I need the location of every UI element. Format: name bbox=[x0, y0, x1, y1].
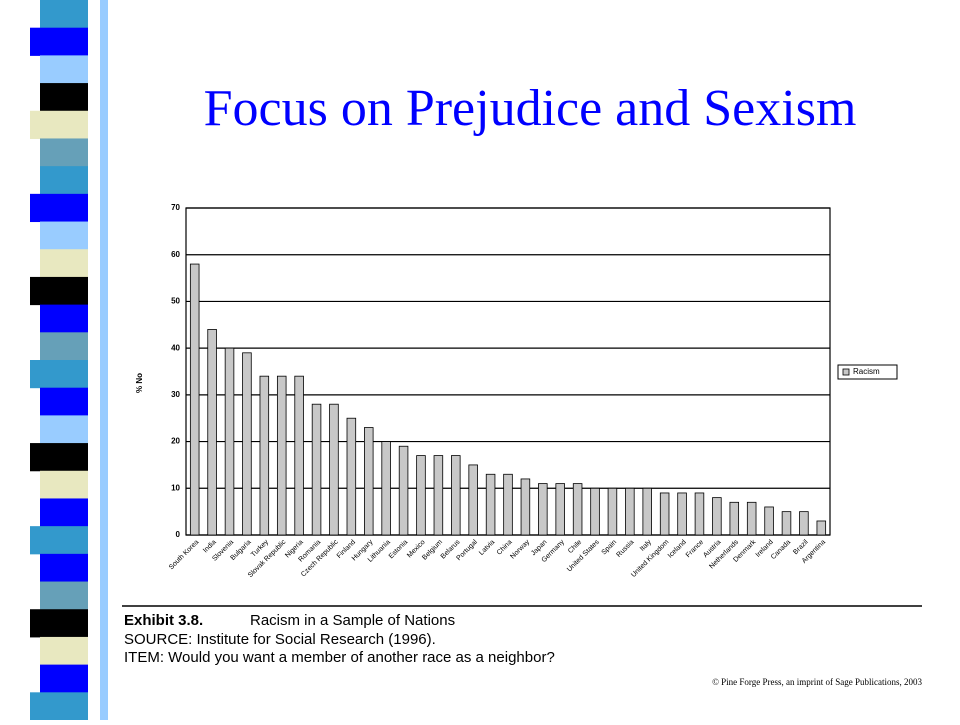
bar bbox=[677, 492, 687, 536]
bar bbox=[207, 329, 217, 536]
y-tick-label: 10 bbox=[171, 483, 180, 492]
legend-box bbox=[837, 364, 898, 380]
bar bbox=[416, 455, 426, 536]
stripe-block bbox=[40, 249, 88, 278]
bar bbox=[694, 492, 705, 536]
y-tick-label: 30 bbox=[171, 390, 180, 399]
legend-label: Racism bbox=[853, 367, 880, 376]
decoration bbox=[30, 0, 108, 721]
stripe-block bbox=[40, 83, 88, 112]
bar bbox=[764, 506, 774, 536]
stripe-block bbox=[30, 443, 88, 472]
stripe-block bbox=[40, 332, 88, 361]
bar bbox=[468, 464, 478, 536]
stripe-block bbox=[40, 470, 88, 499]
y-tick-label: 40 bbox=[171, 343, 180, 352]
x-tick-label: Russia bbox=[615, 539, 635, 559]
stripe-block bbox=[40, 221, 88, 250]
x-tick-label: South Korea bbox=[168, 539, 201, 572]
y-tick-label: 20 bbox=[171, 437, 180, 446]
bar bbox=[364, 427, 374, 536]
bar bbox=[485, 473, 496, 536]
stripe-block bbox=[30, 360, 88, 389]
bar bbox=[189, 263, 200, 536]
bar bbox=[816, 520, 827, 536]
stripe-block bbox=[40, 166, 88, 195]
bar bbox=[259, 375, 270, 536]
stripe-block bbox=[40, 664, 88, 693]
stripe-block bbox=[40, 304, 88, 333]
x-tick-label: Canada bbox=[770, 539, 792, 561]
x-tick-label: Italy bbox=[639, 538, 653, 552]
stripe-line bbox=[88, 0, 92, 720]
bar bbox=[451, 455, 461, 536]
stripe-block bbox=[40, 387, 88, 416]
stripe-block bbox=[40, 138, 88, 167]
x-tick-label: Latvia bbox=[478, 539, 496, 557]
y-tick-label: 60 bbox=[171, 250, 180, 259]
x-tick-label: Estonia bbox=[388, 539, 410, 561]
bar bbox=[398, 445, 409, 536]
bar bbox=[781, 511, 792, 536]
bar bbox=[224, 347, 235, 536]
caption-label: Exhibit 3.8. bbox=[124, 612, 203, 629]
stripe-block bbox=[30, 692, 88, 721]
bar bbox=[242, 352, 252, 536]
bar bbox=[590, 487, 600, 536]
bar bbox=[729, 501, 740, 536]
stripe-block bbox=[30, 27, 88, 56]
stripe-block bbox=[40, 553, 88, 583]
y-tick-label: 70 bbox=[171, 203, 180, 212]
bar bbox=[746, 501, 757, 536]
caption-source: SOURCE: Institute for Social Research (1… bbox=[124, 631, 436, 648]
bar bbox=[799, 511, 809, 536]
stripe-block bbox=[30, 276, 88, 306]
bar bbox=[555, 483, 565, 536]
y-tick-label: 0 bbox=[176, 530, 181, 539]
caption-title: Racism in a Sample of Nations bbox=[250, 612, 455, 629]
stripe-block bbox=[40, 581, 88, 610]
bar bbox=[433, 455, 444, 536]
legend-swatch bbox=[842, 368, 850, 376]
x-tick-label: United States bbox=[566, 538, 601, 573]
y-tick-label: 50 bbox=[171, 297, 180, 306]
x-tick-label: India bbox=[202, 539, 218, 555]
bar bbox=[346, 417, 357, 536]
bar bbox=[607, 487, 618, 536]
stripe-block bbox=[30, 609, 88, 638]
bar bbox=[381, 441, 391, 536]
bar bbox=[503, 473, 513, 536]
stripe-line bbox=[100, 0, 108, 720]
x-tick-label: Norway bbox=[509, 538, 531, 560]
stripe-block bbox=[40, 55, 88, 84]
copyright: © Pine Forge Press, an imprint of Sage P… bbox=[712, 677, 922, 687]
bar bbox=[520, 478, 531, 536]
bar bbox=[659, 492, 670, 536]
bar bbox=[572, 483, 583, 536]
stripe-block bbox=[30, 526, 88, 555]
stripe-block bbox=[40, 636, 88, 666]
bar bbox=[311, 403, 322, 536]
x-tick-label: France bbox=[685, 539, 705, 559]
stripe-block bbox=[30, 193, 88, 223]
bar bbox=[329, 403, 339, 536]
slide-title: Focus on Prejudice and Sexism bbox=[204, 80, 857, 137]
bar bbox=[642, 487, 652, 536]
bar bbox=[276, 375, 287, 536]
bar bbox=[538, 483, 548, 536]
stripe-block bbox=[30, 110, 88, 139]
stripe-block bbox=[40, 415, 88, 444]
stripe-block bbox=[40, 498, 88, 527]
y-axis-label: % No bbox=[135, 373, 144, 393]
caption-item: ITEM: Would you want a member of another… bbox=[124, 649, 555, 666]
bar bbox=[294, 375, 304, 536]
stripe-block bbox=[40, 0, 88, 29]
bar bbox=[712, 497, 722, 536]
x-tick-label: Iceland bbox=[667, 539, 688, 560]
bar bbox=[625, 487, 635, 536]
